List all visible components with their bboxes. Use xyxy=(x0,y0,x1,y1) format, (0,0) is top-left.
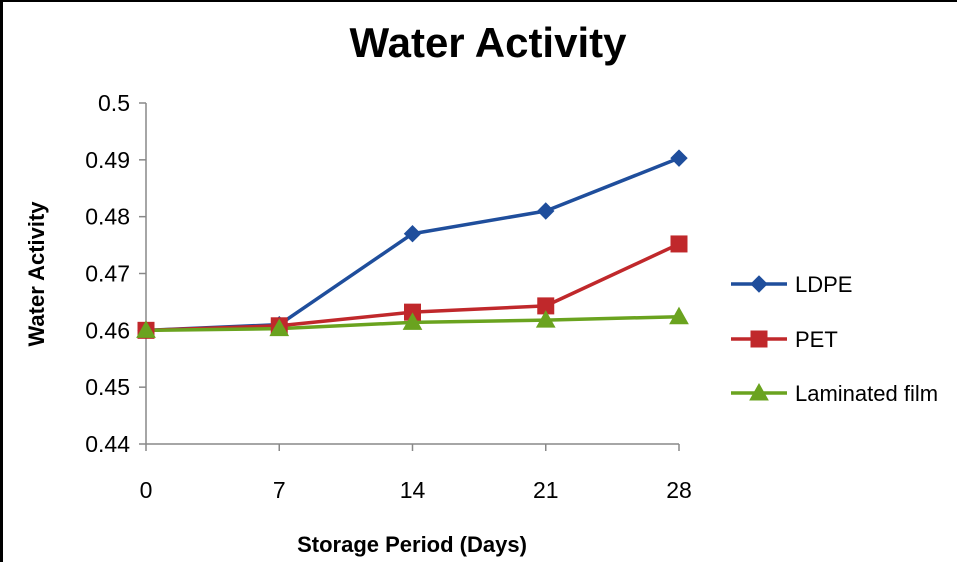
data-point-laminated-film xyxy=(669,306,689,325)
legend-marker-laminated-film xyxy=(749,382,769,401)
data-point-ldpe xyxy=(403,225,422,243)
x-tick-label: 0 xyxy=(140,477,153,503)
data-point-laminated-film xyxy=(136,320,156,338)
chart-title: Water Activity xyxy=(350,19,628,66)
data-point-ldpe xyxy=(537,202,555,220)
data-point-laminated-film xyxy=(402,312,423,330)
y-tick-label: 0.49 xyxy=(85,147,130,173)
legend-marker-pet xyxy=(750,330,768,348)
legend-marker-ldpe xyxy=(750,275,768,293)
x-axis-label: Storage Period (Days) xyxy=(297,532,527,557)
x-tick-label: 14 xyxy=(400,477,426,503)
line-chart: Water Activity Water Activity Storage Pe… xyxy=(24,19,938,557)
x-tick-label: 7 xyxy=(273,477,286,503)
data-point-pet xyxy=(670,235,688,253)
legend-label-laminated-film: Laminated film xyxy=(795,381,938,406)
y-tick-label: 0.5 xyxy=(98,90,130,116)
x-tick-label: 21 xyxy=(533,477,559,503)
y-tick-label: 0.47 xyxy=(85,261,130,287)
x-tick-label: 28 xyxy=(666,477,692,503)
data-point-ldpe xyxy=(670,149,688,167)
y-tick-label: 0.46 xyxy=(85,317,130,343)
y-tick-label: 0.45 xyxy=(85,374,130,400)
legend-label-pet: PET xyxy=(795,327,838,352)
data-point-laminated-film xyxy=(535,310,556,328)
data-point-laminated-film xyxy=(269,318,290,337)
y-tick-label: 0.48 xyxy=(85,204,130,230)
legend-label-ldpe: LDPE xyxy=(795,272,852,297)
y-tick-label: 0.44 xyxy=(85,431,130,457)
y-axis-label: Water Activity xyxy=(24,201,49,347)
